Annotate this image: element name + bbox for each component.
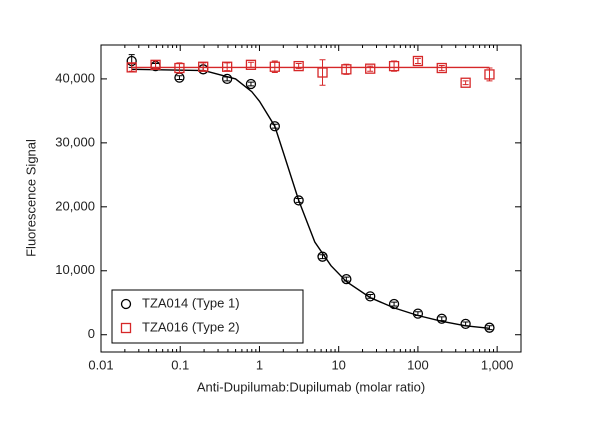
legend-marker [120,322,132,334]
error-bar [128,63,135,72]
data-point [388,298,400,310]
error-bar [343,276,350,282]
error-bar [438,64,445,72]
error-bar [438,316,445,322]
data-point [436,313,447,324]
data-point [150,59,161,70]
data-point [460,318,471,330]
error-bar [391,60,398,72]
error-bar [247,81,254,87]
data-point [460,77,471,88]
data-point [245,78,257,90]
data-point [365,291,376,302]
data-point [174,62,185,74]
data-point [484,69,495,80]
data-point [317,251,328,262]
error-bar [295,63,302,70]
error-bar [462,80,469,86]
legend-marker [120,298,132,310]
data-point [269,61,280,72]
x-tick-label: 1 [256,357,263,372]
error-bar [367,65,374,72]
error-bar [414,57,421,65]
error-bar [343,63,350,75]
y-tick-label: 10,000 [55,262,95,277]
x-tick-label: 100 [407,357,429,372]
data-point [412,55,424,67]
data-point [293,60,304,72]
data-point [317,67,328,78]
data-point [126,62,137,73]
data-point [365,63,376,74]
error-bar [414,311,421,317]
legend-label: TZA016 (Type 2) [142,319,240,334]
plot-frame [100,44,522,353]
data-point [198,61,209,72]
data-point [341,273,352,285]
error-bar [224,62,231,72]
x-tick-label: 0.01 [88,357,113,372]
x-axis-title: Anti-Dupilumab:Dupilumab (molar ratio) [197,379,425,394]
y-tick-label: 30,000 [55,134,95,149]
error-bar [367,293,374,299]
error-bar [152,60,159,70]
x-tick-label: 0.1 [171,357,189,372]
error-bar [295,198,302,203]
error-bar [200,62,207,72]
data-point [388,60,400,72]
data-point [221,73,233,85]
data-point [221,61,233,72]
data-point [484,322,495,333]
legend-box [111,289,304,344]
error-bar [319,254,326,260]
y-axis-title: Fluorescence Signal [23,139,38,257]
error-bar [462,321,469,327]
error-bar [271,123,278,129]
error-bar [319,59,326,86]
y-tick-label: 20,000 [55,198,95,213]
x-tick-label: 1,000 [481,357,514,372]
y-tick-label: 0 [88,326,95,341]
error-bar [224,76,231,82]
error-bar [391,301,398,307]
error-bar [271,60,278,74]
y-tick-label: 40,000 [55,70,95,85]
error-bar [486,325,493,331]
data-point [293,195,304,206]
error-bar [247,61,254,68]
data-point [269,121,280,132]
error-bar [176,75,183,81]
fit-curve [131,68,490,329]
data-point [341,64,352,75]
data-point [436,62,447,74]
data-point [412,308,424,319]
legend-label: TZA014 (Type 1) [142,295,240,310]
x-tick-label: 10 [331,357,345,372]
data-point [245,59,257,70]
